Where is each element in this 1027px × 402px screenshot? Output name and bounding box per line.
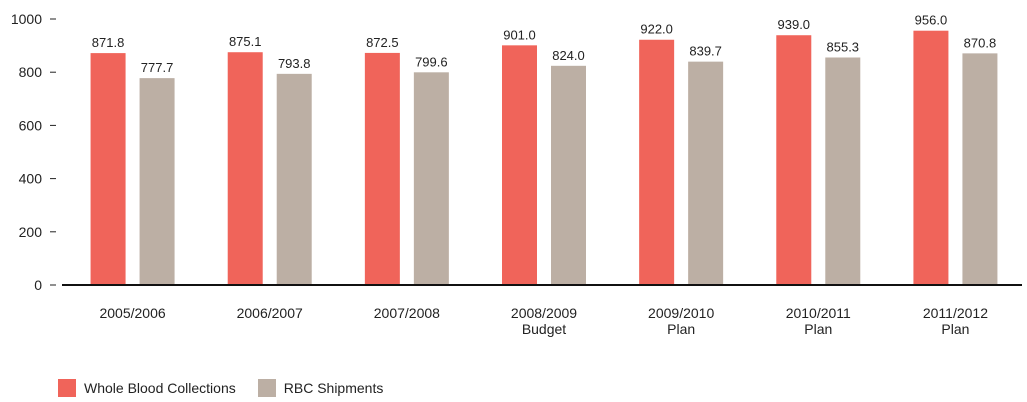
- bar-whole-blood-1: [227, 52, 263, 285]
- bar-whole-blood-3: [502, 45, 537, 285]
- x-category-label: 2010/2011: [786, 305, 851, 321]
- data-label-whole-blood-6: 956.0: [915, 13, 948, 28]
- data-label-whole-blood-3: 901.0: [503, 27, 536, 42]
- legend: Whole Blood Collections RBC Shipments: [58, 379, 383, 397]
- bars: [90, 30, 998, 286]
- x-category-label: 2011/2012: [923, 305, 988, 321]
- x-category-label: 2005/2006: [99, 305, 165, 321]
- data-label-rbc-3: 824.0: [552, 48, 585, 63]
- data-label-whole-blood-4: 922.0: [640, 22, 673, 37]
- data-label-rbc-4: 839.7: [689, 44, 722, 59]
- y-tick-label: 0: [34, 277, 42, 293]
- data-label-rbc-6: 870.8: [964, 35, 997, 50]
- bar-whole-blood-5: [776, 35, 812, 286]
- x-category-label: 2007/2008: [374, 305, 440, 321]
- data-labels: 871.8 777.7 875.1 793.8 872.5 799.6 901.0 824.0…: [92, 13, 996, 75]
- data-label-rbc-2: 799.6: [415, 54, 448, 69]
- bar-whole-blood-0: [90, 53, 126, 286]
- data-label-rbc-1: 793.8: [278, 56, 311, 71]
- legend-label-whole-blood: Whole Blood Collections: [84, 380, 236, 396]
- x-category-label: Plan: [804, 321, 832, 337]
- bar-rbc-3: [551, 65, 586, 285]
- legend-swatch-rbc: [257, 379, 276, 397]
- legend-item-whole-blood: Whole Blood Collections: [58, 379, 236, 397]
- legend-swatch-whole-blood: [58, 379, 76, 397]
- y-tick-label: 600: [19, 117, 43, 133]
- bar-rbc-2: [413, 72, 449, 285]
- legend-item-rbc: RBC Shipments: [257, 379, 384, 397]
- data-label-whole-blood-2: 872.5: [366, 35, 399, 50]
- y-tick-label: 200: [19, 224, 43, 240]
- bar-rbc-1: [276, 73, 312, 285]
- x-category-label: 2008/2009: [511, 305, 577, 321]
- bar-rbc-0: [139, 78, 175, 285]
- x-axis-labels: 2005/2006 2006/2007 2007/2008 2008/2009Budg…: [99, 305, 988, 337]
- x-category-label: 2009/2010: [648, 305, 714, 321]
- bar-rbc-4: [688, 61, 724, 285]
- data-label-rbc-5: 855.3: [827, 39, 860, 54]
- y-tick-label: 1000: [11, 11, 42, 27]
- x-category-label: Plan: [941, 321, 969, 337]
- data-label-rbc-0: 777.7: [141, 60, 174, 75]
- bar-whole-blood-2: [364, 52, 400, 285]
- y-tick-label: 800: [19, 64, 43, 80]
- y-tick-label: 400: [19, 171, 43, 187]
- x-category-label: 2006/2007: [237, 305, 303, 321]
- x-category-label: Budget: [522, 321, 566, 337]
- bar-whole-blood-6: [913, 30, 949, 286]
- bar-whole-blood-4: [639, 39, 675, 285]
- data-label-whole-blood-5: 939.0: [778, 17, 811, 32]
- legend-label-rbc: RBC Shipments: [283, 380, 384, 396]
- bar-rbc-5: [825, 57, 861, 285]
- y-axis-ticks: 0 200 400 600 800 1000: [11, 11, 56, 293]
- data-label-whole-blood-1: 875.1: [229, 34, 262, 49]
- x-category-label: Plan: [667, 321, 695, 337]
- data-label-whole-blood-0: 871.8: [92, 35, 125, 50]
- bar-rbc-6: [962, 53, 998, 285]
